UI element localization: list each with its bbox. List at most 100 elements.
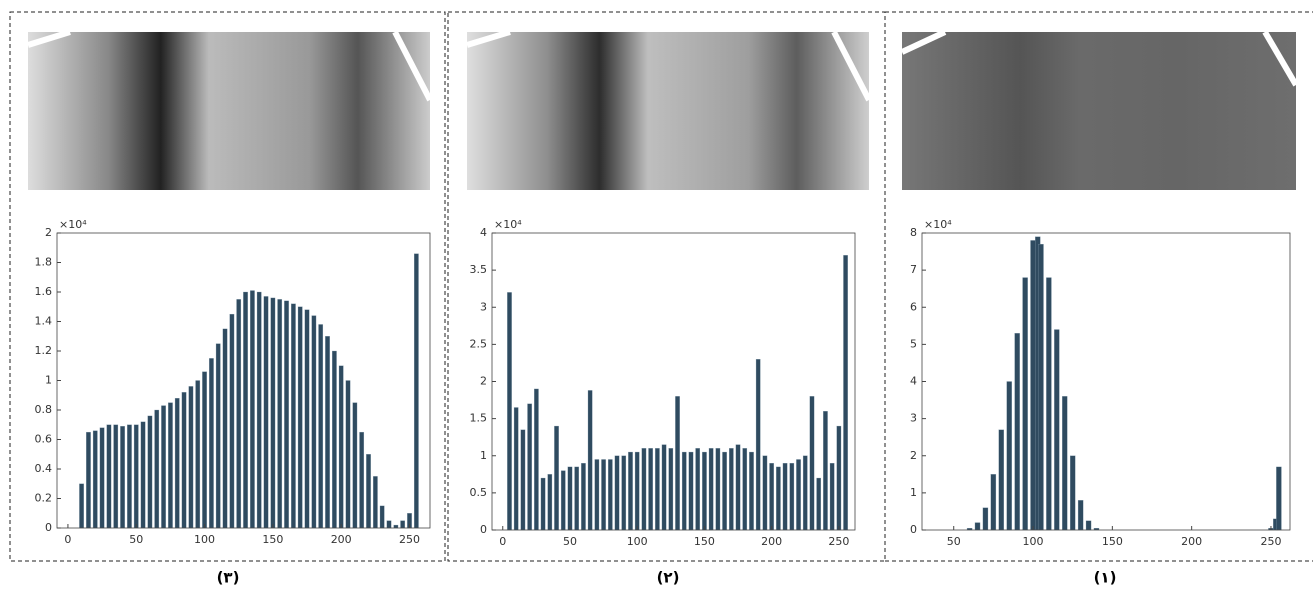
- y-tick-label: 1: [480, 449, 487, 462]
- histogram-bar: [270, 297, 276, 529]
- histogram-bar: [594, 459, 600, 531]
- histogram-bar: [534, 388, 539, 531]
- histogram-bar: [1006, 381, 1012, 531]
- x-tick-label: 100: [627, 535, 648, 548]
- histogram-bar: [386, 520, 392, 529]
- histogram-bar: [1014, 333, 1020, 531]
- y-tick-label: 3.5: [470, 263, 488, 276]
- histogram-bar: [256, 291, 262, 529]
- panel-caption: (٣): [217, 569, 240, 587]
- histogram-bar: [181, 392, 187, 529]
- axes-box: [921, 232, 1291, 531]
- histogram-bar: [762, 455, 768, 531]
- histogram-bar: [668, 448, 674, 531]
- histogram-bar: [154, 409, 160, 529]
- histogram-bar: [681, 451, 687, 531]
- y-tick-label: 1.5: [470, 412, 488, 425]
- histogram-bar: [722, 451, 727, 531]
- histogram-bar: [829, 463, 835, 531]
- axis-multiplier: ×10⁴: [59, 218, 87, 231]
- histogram-bar: [998, 429, 1004, 531]
- histogram-bar: [1070, 455, 1076, 531]
- x-tick-label: 250: [828, 535, 849, 548]
- x-tick-label: 0: [499, 535, 506, 548]
- histogram-bar: [735, 444, 741, 531]
- histogram-bar: [688, 451, 694, 531]
- histogram-bar: [769, 463, 774, 531]
- histogram-bar: [352, 402, 358, 529]
- histogram-bar: [359, 431, 365, 529]
- histogram-bar: [802, 455, 808, 531]
- panel-caption: (١): [1094, 569, 1117, 587]
- y-tick-label: 0.5: [470, 486, 488, 499]
- y-tick-label: 6: [910, 300, 917, 313]
- histogram-bar: [796, 459, 801, 531]
- y-tick-label: 1.4: [35, 315, 53, 328]
- histogram-bar: [209, 358, 214, 529]
- histogram-bar: [749, 451, 754, 531]
- histogram-bar: [655, 448, 660, 531]
- histogram-bar: [243, 291, 248, 529]
- x-tick-label: 250: [1260, 535, 1281, 548]
- histogram-bar: [345, 380, 351, 529]
- y-tick-label: 0.8: [35, 403, 53, 416]
- x-tick-label: 50: [563, 535, 577, 548]
- x-tick-label: 100: [1023, 535, 1044, 548]
- histogram-bar: [661, 444, 667, 531]
- histogram-bar: [648, 448, 653, 531]
- histogram-bar: [277, 299, 283, 529]
- histogram-bar: [823, 411, 828, 531]
- y-tick-label: 0: [45, 521, 52, 534]
- histogram-bar: [708, 448, 714, 531]
- histogram-bar: [373, 476, 378, 529]
- histogram-bar: [79, 483, 84, 529]
- x-tick-label: 250: [399, 533, 420, 546]
- histogram-bar: [782, 463, 788, 531]
- histogram-bar: [628, 451, 633, 531]
- histogram-bar: [195, 380, 201, 529]
- histogram-bar: [1022, 277, 1028, 531]
- histogram-bar: [263, 296, 269, 529]
- y-tick-label: 1: [910, 486, 917, 499]
- histogram-bar: [990, 474, 997, 531]
- histogram-bar: [715, 448, 721, 531]
- histogram-bar: [106, 424, 112, 529]
- histogram-bar: [574, 466, 580, 531]
- histogram-bar: [99, 427, 105, 529]
- histogram-bar: [755, 359, 761, 531]
- histogram-bar: [809, 396, 815, 531]
- y-tick-label: 7: [910, 263, 917, 276]
- y-tick-label: 3: [910, 412, 917, 425]
- histogram-bar: [547, 474, 553, 531]
- histogram-bar: [507, 292, 512, 531]
- histogram-bar: [1054, 329, 1060, 531]
- y-tick-label: 1: [45, 374, 52, 387]
- y-tick-label: 0.4: [35, 462, 53, 475]
- axis-multiplier: ×10⁴: [924, 218, 952, 231]
- histogram-bar: [513, 407, 519, 531]
- histogram-bar: [621, 455, 627, 531]
- histogram-bar: [789, 463, 795, 531]
- histogram-bar: [675, 396, 680, 531]
- histogram-bar: [215, 343, 221, 529]
- histogram-bar: [147, 415, 153, 529]
- histogram-bar: [641, 448, 647, 531]
- histogram-bar: [587, 390, 593, 531]
- histogram-bar: [113, 424, 119, 529]
- y-tick-label: 0.2: [35, 492, 53, 505]
- histogram-bar: [614, 455, 620, 531]
- x-tick-label: 150: [262, 533, 283, 546]
- y-tick-label: 1.6: [35, 285, 53, 298]
- histogram-bar: [168, 402, 173, 529]
- histogram-bar: [1030, 240, 1036, 531]
- y-tick-label: 2: [45, 226, 52, 239]
- x-tick-label: 200: [331, 533, 352, 546]
- histogram-bar: [1077, 500, 1084, 531]
- y-tick-label: 1.8: [35, 256, 53, 269]
- histogram-bar: [393, 524, 399, 529]
- histogram-bar: [1038, 243, 1044, 531]
- histogram-bar: [304, 309, 310, 529]
- histogram-bar: [338, 365, 344, 529]
- histogram-bar: [291, 303, 296, 529]
- histogram-bar: [133, 424, 139, 529]
